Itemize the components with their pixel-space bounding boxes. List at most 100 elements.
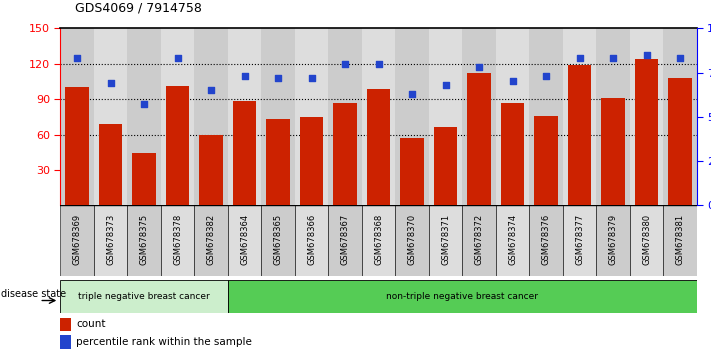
Bar [467,73,491,205]
Bar [60,318,71,331]
Bar [535,116,558,205]
Text: percentile rank within the sample: percentile rank within the sample [77,337,252,347]
Text: GSM678369: GSM678369 [73,214,82,265]
Bar [429,205,462,276]
Bar [60,280,228,313]
Bar [194,28,228,205]
Bar [328,28,362,205]
Point [72,56,83,61]
Text: GSM678376: GSM678376 [542,214,550,265]
Text: GSM678370: GSM678370 [407,214,417,265]
Bar [99,124,122,205]
Text: GSM678364: GSM678364 [240,214,249,265]
Point [607,56,619,61]
Text: GSM678375: GSM678375 [139,214,149,265]
Text: GSM678382: GSM678382 [207,214,215,265]
Text: GSM678378: GSM678378 [173,214,182,265]
Bar [65,87,89,205]
Point [339,61,351,67]
Text: count: count [77,319,106,329]
Bar [429,28,462,205]
Point [540,73,552,79]
Bar [563,28,597,205]
Bar [194,205,228,276]
Point [373,61,385,67]
Bar [333,103,357,205]
Text: GSM678374: GSM678374 [508,214,517,265]
Point [272,75,284,81]
Point [574,56,585,61]
Bar [228,28,262,205]
Bar [228,205,262,276]
Point [674,56,685,61]
Bar [94,205,127,276]
Text: triple negative breast cancer: triple negative breast cancer [78,292,210,301]
Bar [132,153,156,205]
Text: GSM678372: GSM678372 [474,214,483,265]
Point [407,91,418,97]
Bar [199,135,223,205]
Bar [635,59,658,205]
Point [172,56,183,61]
Bar [630,28,663,205]
Point [105,80,117,86]
Bar [161,28,194,205]
Bar [127,28,161,205]
Text: GSM678380: GSM678380 [642,214,651,265]
Point [507,79,518,84]
Bar [663,205,697,276]
Bar [267,119,290,205]
Point [306,75,317,81]
Bar [262,28,295,205]
Bar [127,205,161,276]
Bar [501,103,524,205]
Text: GSM678365: GSM678365 [274,214,283,265]
Bar [597,205,630,276]
Bar [300,117,324,205]
Bar [295,205,328,276]
Bar [400,138,424,205]
Bar [328,205,362,276]
Text: GSM678373: GSM678373 [106,214,115,265]
Bar [262,205,295,276]
Bar [295,28,328,205]
Bar [568,65,592,205]
Bar [496,28,529,205]
Bar [94,28,127,205]
Text: GSM678377: GSM678377 [575,214,584,265]
Bar [462,28,496,205]
Bar [362,28,395,205]
Bar [362,205,395,276]
Bar [496,205,529,276]
Text: GSM678366: GSM678366 [307,214,316,265]
Bar [233,102,257,205]
Text: GSM678379: GSM678379 [609,214,618,265]
Bar [668,78,692,205]
Bar [166,86,189,205]
Bar [395,28,429,205]
Text: GSM678367: GSM678367 [341,214,350,265]
Bar [462,205,496,276]
Bar [630,205,663,276]
Bar [60,335,71,349]
Bar [60,28,94,205]
Bar [228,280,711,313]
Bar [663,28,697,205]
Bar [602,98,625,205]
Bar [529,28,563,205]
Bar [529,205,563,276]
Text: GSM678371: GSM678371 [441,214,450,265]
Point [474,64,485,70]
Text: GSM678381: GSM678381 [675,214,685,265]
Point [139,102,150,107]
Point [440,82,451,88]
Bar [434,127,457,205]
Text: GSM678368: GSM678368 [374,214,383,265]
Bar [395,205,429,276]
Point [239,73,250,79]
Bar [367,88,390,205]
Point [641,52,652,58]
Text: GDS4069 / 7914758: GDS4069 / 7914758 [75,1,201,14]
Text: non-triple negative breast cancer: non-triple negative breast cancer [386,292,538,301]
Bar [161,205,194,276]
